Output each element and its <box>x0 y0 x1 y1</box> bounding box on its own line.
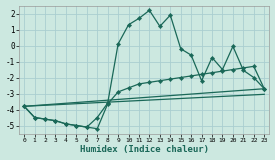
X-axis label: Humidex (Indice chaleur): Humidex (Indice chaleur) <box>80 145 209 154</box>
